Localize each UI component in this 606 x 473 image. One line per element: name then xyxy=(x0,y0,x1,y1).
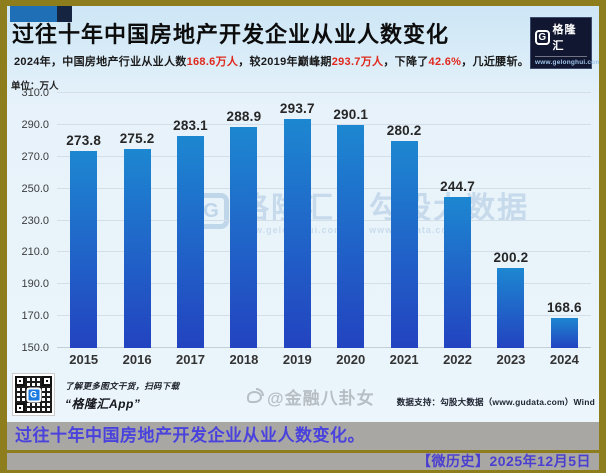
card-footer: G 了解更多图文干货，扫码下载 “格隆汇App” @金融八卦女 数据支持：勾股大… xyxy=(7,370,599,422)
y-tick-label: 170.0 xyxy=(21,310,49,323)
unit-label: 单位：万人 xyxy=(11,81,59,92)
x-tick-label: 2015 xyxy=(69,352,99,367)
gridline xyxy=(57,123,591,125)
x-tick-label: 2019 xyxy=(282,352,312,367)
bar-value-label: 280.2 xyxy=(386,122,422,138)
x-tick-label: 2016 xyxy=(122,352,152,367)
y-axis: 150.0 170.0 190.0 210.0 230.0 250.0 270.0 290.0… xyxy=(7,87,53,354)
y-tick-label: 190.0 xyxy=(21,278,49,291)
gelonghui-logo: G 格隆汇 www.gelonghui.com xyxy=(530,17,599,69)
banner-caption: 过往十年中国房地产开发企业从业人数变化。 xyxy=(7,422,599,450)
bar-value-label: 283.1 xyxy=(173,117,208,133)
bar xyxy=(390,140,418,348)
y-tick-label: 150.0 xyxy=(21,342,49,354)
bar xyxy=(444,197,472,348)
y-tick-label: 290.0 xyxy=(21,118,49,131)
bar-group-2019: 293.7 xyxy=(271,101,324,348)
bar-group-2018: 288.9 xyxy=(217,109,270,348)
subtitle-highlight: 293.7万人 xyxy=(331,56,384,68)
gridline xyxy=(57,92,591,93)
decor-blue-block xyxy=(10,6,57,22)
bar-group-2024: 168.6 xyxy=(538,300,591,348)
bar-group-2015: 273.8 xyxy=(57,133,110,348)
bar xyxy=(123,148,151,348)
bar xyxy=(177,135,205,348)
subtitle-text: ，下降了 xyxy=(383,56,429,68)
x-tick-label: 2023 xyxy=(496,352,526,367)
qr-center-g-icon: G xyxy=(26,387,41,402)
bar xyxy=(550,318,578,348)
bar-value-label: 168.6 xyxy=(546,300,582,316)
weibo-icon xyxy=(247,387,264,403)
bar-value-label: 275.2 xyxy=(119,130,155,146)
bar xyxy=(283,119,311,348)
chart-card: G 格隆汇 www.gelonghui.com 过往十年中国房地产开发企业从业人… xyxy=(7,6,599,422)
qr-code: G xyxy=(12,373,55,416)
header-decor-bar xyxy=(10,6,72,22)
bar-group-2017: 283.1 xyxy=(164,118,217,348)
bar-value-label: 293.7 xyxy=(279,101,315,116)
qr-caption-line2: “格隆汇App” xyxy=(65,397,141,411)
bar xyxy=(497,268,525,348)
subtitle-text: ，几近腰斩。 xyxy=(461,56,530,68)
x-tick-label: 2022 xyxy=(443,352,472,367)
gridline xyxy=(57,155,591,157)
data-support-text: 数据支持：勾股大数据（www.gudata.com）Wind xyxy=(396,397,595,407)
plot-area: G 格隆汇 www.gelonghui.com 勾股大数据 www.gudata… xyxy=(57,92,591,348)
bar-value-label: 273.8 xyxy=(66,132,102,148)
x-axis: 2015 2016 2017 2018 2019 2020 2021 2022 2023 2024 xyxy=(57,352,591,367)
subtitle-highlight: 168.6万人 xyxy=(186,56,239,68)
bar-chart: 150.0 170.0 190.0 210.0 230.0 250.0 270.0 290.0… xyxy=(7,87,599,367)
x-tick-label: 2020 xyxy=(336,352,366,367)
y-tick-label: 250.0 xyxy=(21,182,49,195)
logo-url-text: www.gelonghui.com xyxy=(535,56,599,66)
subtitle-text: 2024年，中国房地产行业从业人数 xyxy=(14,56,187,68)
qr-caption-line1: 了解更多图文干货，扫码下载 xyxy=(65,381,180,391)
bar-group-2021: 280.2 xyxy=(377,122,430,348)
subtitle-highlight: 42.6% xyxy=(428,56,462,68)
gridline xyxy=(57,347,591,348)
bar xyxy=(70,150,98,348)
bar-group-2020: 290.1 xyxy=(324,107,377,348)
page-title: 过往十年中国房地产开发企业从业人数变化 xyxy=(12,22,450,47)
y-tick-label: 230.0 xyxy=(21,214,49,227)
decor-navy-block xyxy=(57,6,72,22)
banner-source-date: 【微历史】2025年12月5日 xyxy=(7,453,599,470)
bar-value-label: 288.9 xyxy=(226,108,262,124)
x-tick-label: 2021 xyxy=(389,352,419,367)
bar-value-label: 244.7 xyxy=(440,179,475,195)
gridline xyxy=(57,187,591,189)
x-tick-label: 2017 xyxy=(176,352,205,367)
gridline xyxy=(57,219,591,221)
gridline xyxy=(57,283,591,285)
weibo-handle: @金融八卦女 xyxy=(267,389,375,408)
y-tick-label: 310.0 xyxy=(21,87,49,99)
watermark-weibo: @金融八卦女 xyxy=(247,384,375,409)
y-tick-label: 270.0 xyxy=(21,150,49,163)
y-tick-label: 210.0 xyxy=(21,246,49,259)
bar-group-2023: 200.2 xyxy=(484,250,537,348)
bar-value-label: 200.2 xyxy=(493,250,529,265)
x-tick-label: 2024 xyxy=(549,352,579,367)
bar-value-label: 290.1 xyxy=(333,106,369,122)
gridline xyxy=(57,315,591,317)
logo-brand-text: 格隆汇 xyxy=(552,24,577,52)
bar-group-2016: 275.2 xyxy=(110,130,163,348)
gridline xyxy=(57,251,591,253)
bar-group-2022: 244.7 xyxy=(431,179,484,348)
bar xyxy=(230,126,258,348)
bars-row: 273.8 275.2 283.1 288.9 293.7 290.1 280.2 244.7… xyxy=(57,93,591,348)
subtitle: 2024年，中国房地产行业从业人数168.6万人，较2019年巅峰期293.7万… xyxy=(14,53,599,69)
bar xyxy=(337,124,365,348)
gelonghui-g-icon: G xyxy=(535,29,550,45)
subtitle-text: ，较2019年巅峰期 xyxy=(238,56,332,68)
x-tick-label: 2018 xyxy=(229,352,259,367)
